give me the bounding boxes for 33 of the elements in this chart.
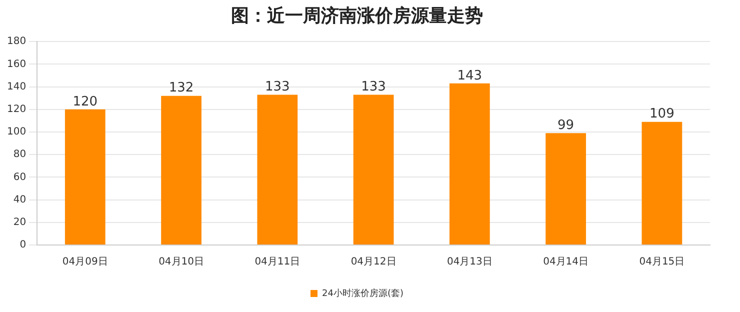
x-tick-label: 04月09日 <box>62 256 108 268</box>
y-tick-label: 100 <box>6 126 26 138</box>
data-label: 109 <box>650 106 674 122</box>
y-tick-label: 20 <box>13 216 26 228</box>
y-tick-label: 160 <box>6 58 26 70</box>
y-tick-label: 60 <box>13 172 26 183</box>
y-tick-label: 120 <box>6 104 26 115</box>
data-label: 120 <box>72 94 98 110</box>
x-tick-label: 04月15日 <box>639 256 685 268</box>
bar <box>257 94 298 244</box>
y-tick-label: 140 <box>6 81 26 92</box>
x-tick-label: 04月13日 <box>446 256 492 268</box>
chart-title: 图：近一周济南涨价房源量走势 <box>231 5 483 26</box>
data-label: 132 <box>168 80 194 96</box>
y-tick-label: 40 <box>13 194 26 206</box>
data-label: 143 <box>457 68 482 84</box>
bar <box>161 96 202 244</box>
bar <box>353 94 394 244</box>
legend-label: 24小时涨价房源(套) <box>322 288 404 299</box>
data-label: 133 <box>361 80 386 95</box>
x-tick-label: 04月14日 <box>543 256 589 268</box>
y-tick-label: 0 <box>20 240 26 251</box>
bar <box>449 83 490 244</box>
x-tick-label: 04月10日 <box>158 256 204 268</box>
bar <box>546 133 586 244</box>
data-label: 133 <box>265 80 290 95</box>
x-tick-label: 04月12日 <box>350 256 396 268</box>
bar <box>642 122 682 244</box>
y-tick-label: 180 <box>6 36 26 48</box>
y-tick-label: 80 <box>13 149 26 160</box>
data-label: 99 <box>558 118 574 134</box>
x-tick-label: 04月11日 <box>254 256 300 268</box>
bar <box>64 109 106 244</box>
